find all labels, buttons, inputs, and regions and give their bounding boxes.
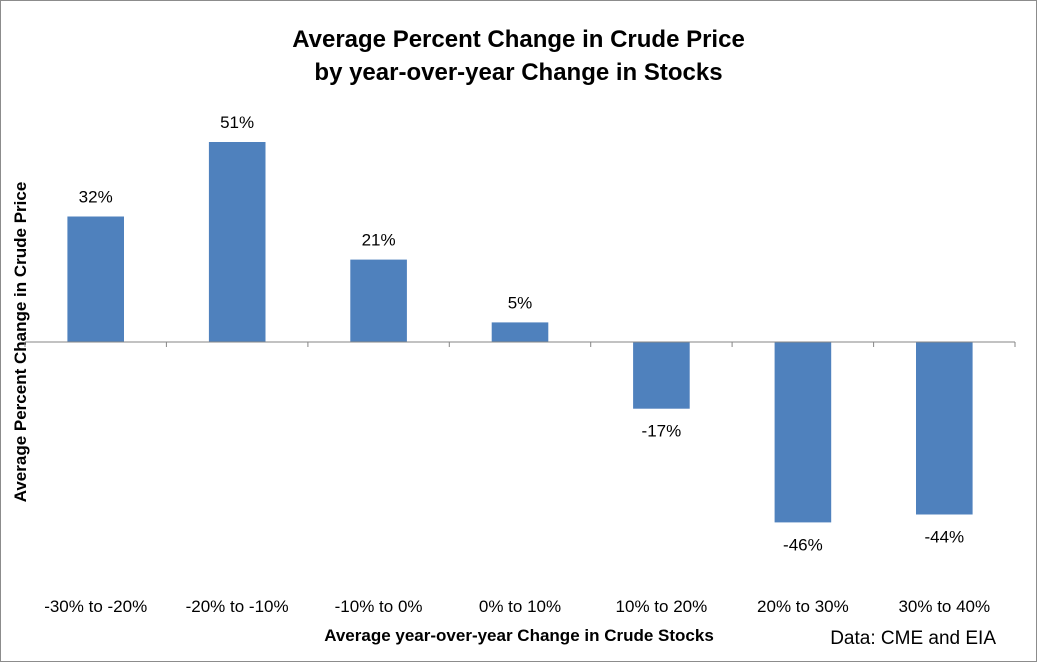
x-tick-label: -30% to -20% xyxy=(44,597,147,616)
chart-title: Average Percent Change in Crude Price by… xyxy=(1,23,1036,89)
bar xyxy=(208,142,266,342)
x-tick-label: 20% to 30% xyxy=(757,597,849,616)
bar xyxy=(774,342,832,523)
bar xyxy=(633,342,690,409)
chart-title-line-1: Average Percent Change in Crude Price xyxy=(292,26,745,53)
x-tick-label: -20% to -10% xyxy=(186,597,289,616)
x-tick-label: 30% to 40% xyxy=(898,597,990,616)
data-label: 21% xyxy=(362,231,396,250)
x-tick-label: -10% to 0% xyxy=(335,597,423,616)
data-label: 32% xyxy=(79,188,113,207)
data-label: -46% xyxy=(783,535,823,554)
data-source-note: Data: CME and EIA xyxy=(830,628,996,649)
data-label: -44% xyxy=(924,528,964,547)
bar xyxy=(491,322,549,342)
x-tick-label: 10% to 20% xyxy=(616,597,708,616)
data-label: 5% xyxy=(508,293,533,312)
chart-title-line-2: by year-over-year Change in Stocks xyxy=(314,59,723,86)
x-axis-label: Average year-over-year Change in Crude S… xyxy=(324,626,714,645)
x-tick-label: 0% to 10% xyxy=(479,597,561,616)
bar xyxy=(67,216,124,342)
data-label: 51% xyxy=(220,113,254,132)
bar xyxy=(916,342,973,515)
bar xyxy=(350,259,407,342)
data-label: -17% xyxy=(642,422,682,441)
